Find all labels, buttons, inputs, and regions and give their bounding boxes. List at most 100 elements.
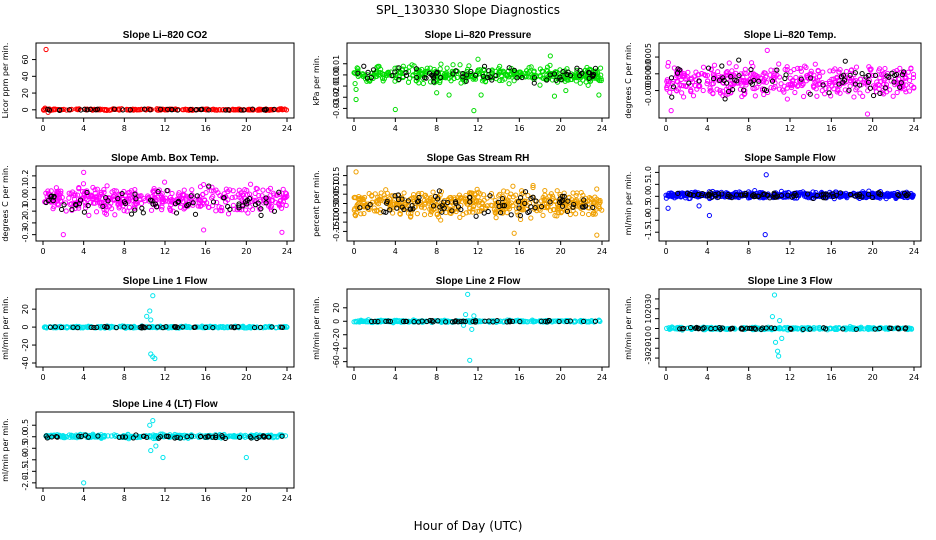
x-tick-label: 20 [241,124,251,133]
panels-group: Slope Li–820 CO2 Licor ppm per min. 0 4 8 12 1… [1,30,922,503]
data-point [741,70,747,76]
data-point-black [169,107,175,113]
data-point [864,82,870,88]
panel-8: Slope Line 2 Flow ml/min per min. 0 4 8 12 16 2… [312,276,610,382]
data-point [454,74,460,81]
outlier-point [353,86,359,93]
data-point [876,68,882,74]
data-point [837,67,843,73]
data-point-black [867,85,873,91]
data-point-black [481,210,487,216]
data-point-black [430,73,436,79]
data-point [400,73,406,80]
data-point-black [884,73,890,79]
x-tick-label: 24 [282,247,292,256]
data-point [781,89,787,95]
data-point [413,68,420,74]
data-point [378,190,384,196]
data-point [437,79,443,86]
outlier-point [475,56,481,62]
x-tick-label: 12 [160,494,170,503]
series-black [355,63,599,86]
data-point-black [531,75,538,81]
data-point [789,80,795,87]
data-point-black [722,96,728,102]
data-point [907,77,913,84]
y-tick-label: -10 [644,332,653,345]
data-point [549,77,556,83]
outlier-point [60,232,66,238]
y-tick-label: 0.0 [21,193,30,206]
x-tick-label: 0 [663,124,668,133]
data-point [511,78,517,84]
data-point-black [798,76,804,82]
data-point-black [852,70,858,76]
y-tick-label: -40 [21,356,30,369]
data-point [724,68,730,75]
outlier-point [511,230,517,236]
data-point-black [438,74,444,81]
data-point-black [749,81,755,87]
data-point-black [560,69,566,75]
data-point [282,106,288,112]
data-point [280,186,286,192]
data-point [882,65,888,72]
data-point-black [769,78,776,84]
data-point [803,64,809,71]
data-point [496,66,502,72]
panel-title: Slope Line 4 (LT) Flow [112,399,218,410]
data-point-black [66,107,72,113]
outlier-point [771,292,778,298]
data-point-black [716,77,723,83]
data-point [475,67,481,73]
x-tick-label: 8 [434,247,439,256]
x-tick-label: 12 [785,247,795,256]
data-point [911,84,917,90]
data-point-black [468,68,474,75]
data-point-black [669,94,675,100]
data-point-black [175,107,181,113]
x-tick-label: 20 [556,373,566,382]
data-point [753,72,759,79]
data-point [528,64,534,70]
data-point-black [842,58,848,64]
y-tick-label: 60 [21,54,30,64]
x-tick-label: 20 [868,247,878,256]
data-point-black [188,106,194,113]
x-tick-label: 4 [393,124,398,133]
panel-title: Slope Amb. Box Temp. [111,153,219,164]
data-point [819,87,825,94]
data-point-black [141,106,148,112]
outlier-point [144,313,150,319]
outlier-point [763,172,769,178]
outlier-point [243,454,249,461]
x-tick-label: 0 [351,247,356,256]
data-point [245,210,251,216]
data-point [121,208,127,214]
data-point [834,89,840,95]
data-point [554,188,560,194]
series-black [45,106,277,113]
data-point [903,82,909,88]
x-tick-label: 24 [282,494,292,503]
data-point-black [711,75,717,82]
data-point-black [46,107,53,113]
data-point [767,72,773,78]
data-point [500,70,507,76]
data-point-black [756,78,762,84]
data-point [739,93,745,100]
x-tick-label: 4 [705,247,710,256]
panel-2: Slope Li–820 Pressure kPa per min. 0 4 8 12 16… [312,30,610,133]
x-tick-label: 20 [241,247,251,256]
y-tick-label: 0.0 [644,190,653,203]
data-point [276,106,282,112]
data-point-black [590,72,596,79]
data-point [448,78,454,84]
x-tick-label: 12 [473,247,483,256]
outlier-point [762,232,768,238]
data-point [74,106,81,112]
data-point-black [472,72,479,78]
y-axis-label: ml/min per min. [1,418,10,482]
data-point [573,211,579,217]
data-point [665,59,671,66]
